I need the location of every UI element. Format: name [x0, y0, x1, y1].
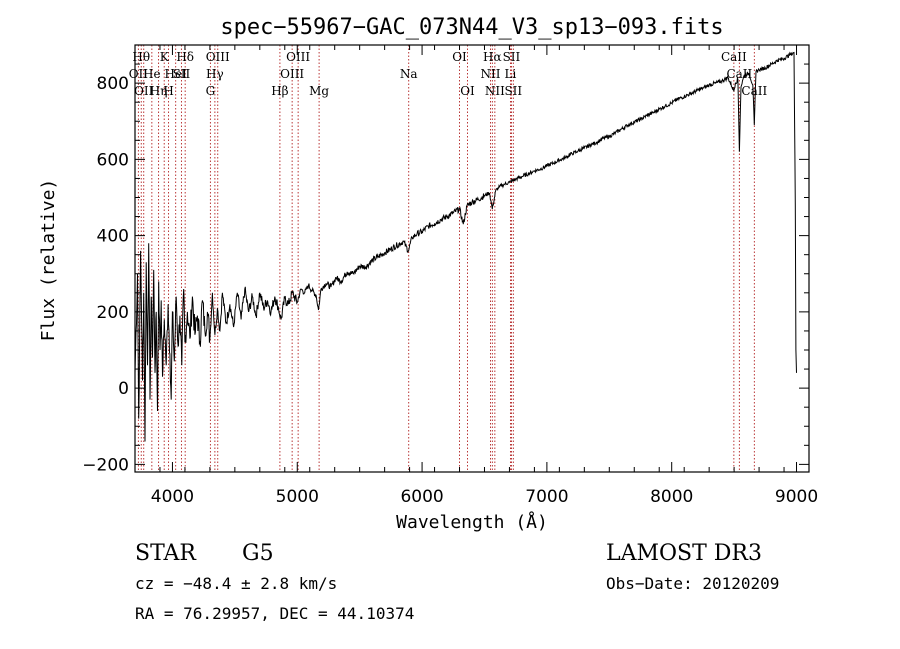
- y-axis-label: Flux (relative): [38, 179, 59, 342]
- line-label: Hγ: [206, 67, 224, 81]
- line-label: OI: [460, 84, 475, 98]
- survey-name: LAMOST DR3: [606, 541, 762, 566]
- line-label: H: [163, 84, 173, 98]
- line-label: Hθ: [132, 50, 150, 64]
- y-tick-label: 200: [97, 303, 129, 323]
- line-label: OIII: [280, 67, 304, 81]
- line-label: Na: [400, 67, 418, 81]
- line-label: NII: [485, 84, 505, 98]
- line-label: Hα: [483, 50, 502, 64]
- line-label: SII: [173, 67, 191, 81]
- y-tick-label: 600: [97, 150, 129, 170]
- observation-date: Obs−Date: 20120209: [606, 574, 779, 593]
- line-label: OIII: [206, 50, 230, 64]
- y-tick-label: 0: [118, 379, 129, 399]
- line-label: K: [160, 50, 170, 64]
- y-tick-label: −200: [82, 455, 129, 475]
- line-label: Hη: [150, 84, 168, 98]
- line-label: Hβ: [271, 84, 288, 98]
- x-tick-label: 7000: [525, 487, 568, 507]
- axis-ticks: 4000 5000 6000 7000 8000 9000 −200 0 200 400 600 80…: [82, 44, 818, 507]
- line-label: CaII: [741, 84, 767, 98]
- x-tick-label: 4000: [151, 487, 194, 507]
- line-label: CaII: [726, 67, 752, 81]
- line-label: HeI: [165, 67, 188, 81]
- chart-title: spec−55967−GAC_073N44_V3_sp13−093.fits: [220, 15, 723, 40]
- line-label: Mg: [309, 84, 329, 98]
- line-label: OIII: [286, 50, 310, 64]
- line-label: Hδ: [176, 50, 194, 64]
- y-tick-label: 400: [97, 227, 129, 247]
- plot-frame: [134, 44, 810, 473]
- coordinates-info: RA = 76.29957, DEC = 44.10374: [135, 604, 414, 623]
- line-label: SII: [503, 50, 521, 64]
- line-label: Li: [505, 67, 517, 81]
- x-axis-label: Wavelength (Å): [396, 511, 548, 533]
- line-label: He: [143, 67, 161, 81]
- object-class: STAR: [135, 541, 197, 566]
- x-tick-label: 6000: [400, 487, 443, 507]
- spectrum-line: [134, 51, 797, 442]
- object-subclass: G5: [242, 541, 274, 566]
- line-label: SII: [504, 84, 522, 98]
- y-tick-label: 800: [97, 74, 129, 94]
- redshift-info: cz = −48.4 ± 2.8 km/s: [135, 574, 337, 593]
- line-label: OII: [129, 67, 149, 81]
- x-tick-label: 5000: [276, 487, 319, 507]
- emission-line-markers: [137, 45, 755, 472]
- emission-line-labels: OIIHθOIIHeHηKHHeISIIHδGHγOIIIHβOIIIOIIIM…: [129, 50, 768, 98]
- line-label: G: [206, 84, 216, 98]
- line-label: NII: [480, 67, 500, 81]
- line-label: OII: [134, 84, 154, 98]
- x-tick-label: 8000: [650, 487, 693, 507]
- line-label: OI: [452, 50, 467, 64]
- line-label: CaII: [721, 50, 747, 64]
- x-tick-label: 9000: [775, 487, 818, 507]
